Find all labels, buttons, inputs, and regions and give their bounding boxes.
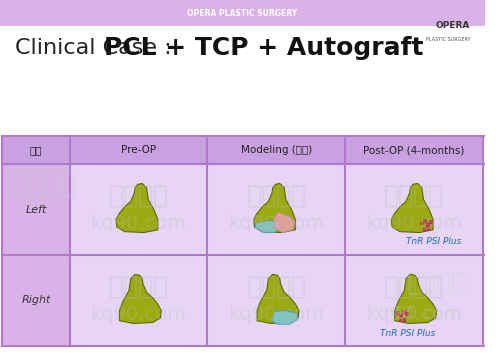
- Polygon shape: [254, 184, 296, 233]
- Polygon shape: [398, 319, 401, 321]
- Text: 口腔久灵: 口腔久灵: [384, 274, 444, 298]
- Polygon shape: [274, 213, 294, 233]
- Text: Pre-OP: Pre-OP: [121, 145, 156, 155]
- Text: 口腔久灵: 口腔久灵: [246, 184, 306, 208]
- Text: TnR PSI Plus: TnR PSI Plus: [406, 237, 461, 246]
- Text: 口腔久灵: 口腔久灵: [246, 274, 306, 298]
- Polygon shape: [402, 310, 405, 313]
- Bar: [0, 0, 484, 26]
- Text: 口腔久灵: 口腔久灵: [407, 270, 467, 294]
- Polygon shape: [398, 314, 402, 317]
- Text: OPERA PLASTIC SURGERY: OPERA PLASTIC SURGERY: [188, 9, 298, 18]
- Text: kq90.com: kq90.com: [373, 305, 462, 323]
- Polygon shape: [391, 184, 433, 233]
- Polygon shape: [422, 219, 426, 222]
- Bar: [2, 255, 70, 346]
- Text: 口腔久灵: 口腔久灵: [10, 169, 76, 198]
- Polygon shape: [426, 223, 429, 227]
- Bar: [2, 136, 484, 346]
- Text: Left: Left: [26, 205, 47, 215]
- Text: kq90.com: kq90.com: [90, 305, 186, 324]
- Text: 口腔久灵: 口腔久灵: [108, 184, 168, 208]
- Text: kq90.com: kq90.com: [228, 214, 324, 233]
- Text: kq90.com: kq90.com: [366, 214, 462, 233]
- Polygon shape: [120, 274, 162, 323]
- Text: OPERA: OPERA: [436, 21, 470, 30]
- Text: 口腔久灵: 口腔久灵: [108, 274, 168, 298]
- Text: kq90.com: kq90.com: [366, 305, 462, 324]
- Polygon shape: [272, 311, 297, 324]
- Polygon shape: [116, 184, 158, 233]
- Text: Modeling (计划): Modeling (计划): [240, 145, 312, 155]
- Text: 构分: 构分: [30, 145, 42, 155]
- Polygon shape: [257, 274, 299, 323]
- Polygon shape: [422, 227, 426, 230]
- Polygon shape: [402, 318, 405, 321]
- Polygon shape: [405, 312, 408, 315]
- Polygon shape: [394, 274, 436, 323]
- Text: PLASTIC SURGERY: PLASTIC SURGERY: [426, 37, 470, 42]
- Polygon shape: [420, 222, 422, 224]
- Polygon shape: [396, 311, 398, 314]
- Polygon shape: [429, 220, 432, 223]
- Text: PCL + TCP + Autograft: PCL + TCP + Autograft: [104, 36, 424, 60]
- Text: kq90.com: kq90.com: [90, 214, 186, 233]
- Text: kq90.com: kq90.com: [228, 305, 324, 324]
- Polygon shape: [427, 228, 429, 230]
- Text: Clinical Case :: Clinical Case :: [14, 38, 178, 58]
- Bar: [2, 136, 484, 164]
- Text: Right: Right: [22, 295, 51, 305]
- Polygon shape: [256, 221, 280, 233]
- Text: Post-OP (4-months): Post-OP (4-months): [363, 145, 464, 155]
- Bar: [2, 164, 70, 255]
- Text: 口腔久灵: 口腔久灵: [384, 184, 444, 208]
- Text: TnR PSI Plus: TnR PSI Plus: [380, 329, 435, 338]
